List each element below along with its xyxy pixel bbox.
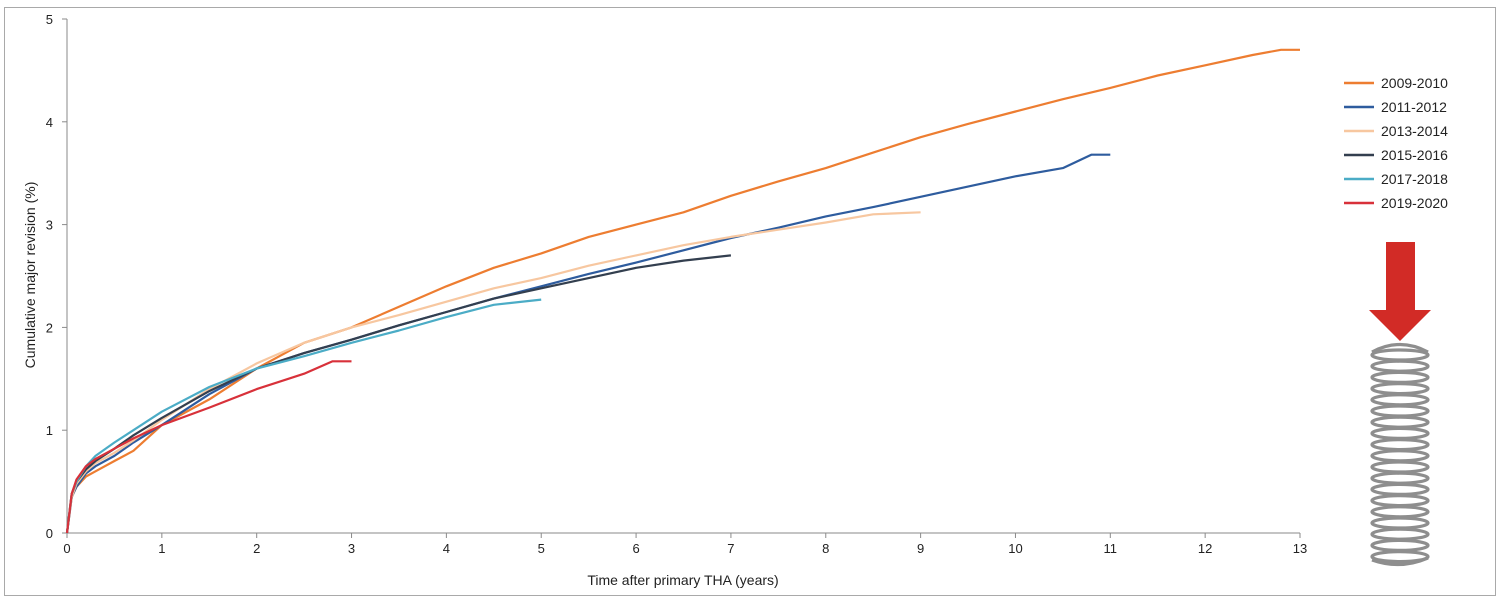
legend-label: 2011-2012 — [1381, 99, 1447, 115]
x-axis-title: Time after primary THA (years) — [587, 572, 778, 588]
spring-coil — [1370, 549, 1430, 564]
spring-coil — [1370, 449, 1430, 463]
legend-label: 2017-2018 — [1381, 171, 1448, 187]
legend: 2009-2010 2011-2012 2013-2014 2015-2016 2017… — [1344, 75, 1448, 211]
spring-coil — [1370, 494, 1430, 508]
spring-coil — [1370, 516, 1430, 530]
spring-coil — [1370, 348, 1430, 362]
spring-coil — [1370, 460, 1430, 474]
y-tick-label: 1 — [46, 423, 53, 438]
spring-coil — [1370, 382, 1430, 396]
spring-coil — [1370, 415, 1430, 429]
y-tick-label: 5 — [46, 12, 53, 27]
spring-coil — [1370, 426, 1430, 440]
series-line-2009-2010 — [65, 48, 1300, 534]
spring-coil — [1370, 393, 1430, 407]
y-tick-label: 0 — [46, 526, 53, 541]
x-tick-label: 6 — [632, 541, 639, 556]
x-tick-label: 3 — [348, 541, 355, 556]
legend-label: 2015-2016 — [1381, 147, 1448, 163]
chart-frame — [4, 7, 1496, 596]
y-tick-label: 2 — [46, 320, 53, 335]
spring-coil — [1370, 505, 1430, 519]
spring-coil — [1370, 538, 1430, 553]
series-line-2013-2014 — [65, 211, 921, 534]
y-tick-label: 3 — [46, 218, 53, 233]
spring-hook-top — [1371, 342, 1429, 354]
x-tick-label: 13 — [1293, 541, 1307, 556]
spring-coil — [1370, 527, 1430, 541]
x-tick-label: 0 — [63, 541, 70, 556]
series-line-2019-2020 — [65, 360, 352, 534]
x-tick-label: 1 — [158, 541, 165, 556]
spring-hook-bottom — [1371, 556, 1429, 567]
spring-coil — [1370, 482, 1430, 496]
coil-spring-icon — [1370, 342, 1430, 567]
chart-series — [65, 48, 1300, 534]
spring-coil — [1370, 471, 1430, 485]
x-tick-label: 12 — [1198, 541, 1212, 556]
x-tick-label: 11 — [1104, 541, 1118, 556]
legend-label: 2009-2010 — [1381, 75, 1448, 91]
legend-label: 2013-2014 — [1381, 123, 1448, 139]
x-tick-label: 4 — [443, 541, 450, 556]
series-line-2011-2012 — [65, 153, 1111, 534]
y-tick-label: 4 — [46, 115, 53, 130]
x-tick-label: 7 — [727, 541, 734, 556]
y-axis-title: Cumulative major revision (%) — [22, 182, 38, 369]
x-tick-label: 5 — [538, 541, 545, 556]
series-line-2015-2016 — [65, 254, 732, 534]
x-tick-label: 8 — [822, 541, 829, 556]
x-tick-label: 10 — [1008, 541, 1022, 556]
spring-coil — [1370, 370, 1430, 384]
spring-coil — [1370, 404, 1430, 418]
x-tick-label: 2 — [253, 541, 260, 556]
series-line-2017-2018 — [65, 298, 542, 534]
spring-coil — [1370, 438, 1430, 452]
down-arrow-icon — [1369, 242, 1431, 341]
legend-label: 2019-2020 — [1381, 195, 1448, 211]
x-tick-label: 9 — [917, 541, 924, 556]
spring-coil — [1370, 359, 1430, 373]
